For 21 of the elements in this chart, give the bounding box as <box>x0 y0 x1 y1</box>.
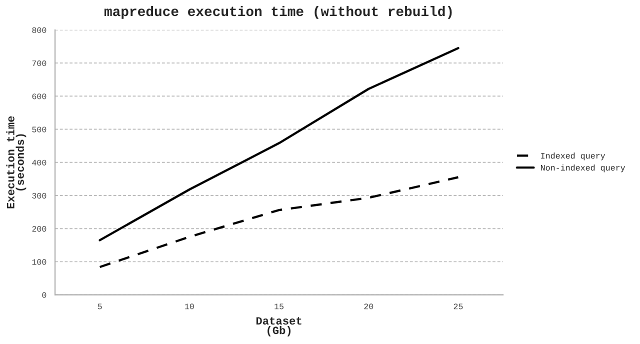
y-tick-label: 600 <box>32 94 46 100</box>
line-series <box>98 176 460 268</box>
y-tick-label: 700 <box>32 60 46 66</box>
y-tick-label: 800 <box>32 27 46 34</box>
y-tick-label: 100 <box>32 259 46 265</box>
x-tick-label: 20 <box>364 304 374 310</box>
y-tick-label: 300 <box>32 192 46 199</box>
chart-title: mapreduce execution time (without rebuild) <box>104 6 452 19</box>
line-series <box>98 47 460 242</box>
y-tick-label: 200 <box>32 226 46 232</box>
x-tick-label: 15 <box>274 304 284 310</box>
y-axis-title: Execution time (seconds) <box>6 116 26 208</box>
x-tick-label: 5 <box>98 304 102 310</box>
legend-label: Indexed query <box>541 152 606 160</box>
x-tick-label: 25 <box>454 304 463 310</box>
x-axis-title: Dataset (Gb) <box>256 317 302 336</box>
y-tick-label: 500 <box>32 126 46 132</box>
y-tick-label: 400 <box>32 160 46 166</box>
y-tick-label: 0 <box>42 292 46 298</box>
x-tick-label: 10 <box>185 304 194 310</box>
legend-label: Non-indexed query <box>540 164 626 172</box>
